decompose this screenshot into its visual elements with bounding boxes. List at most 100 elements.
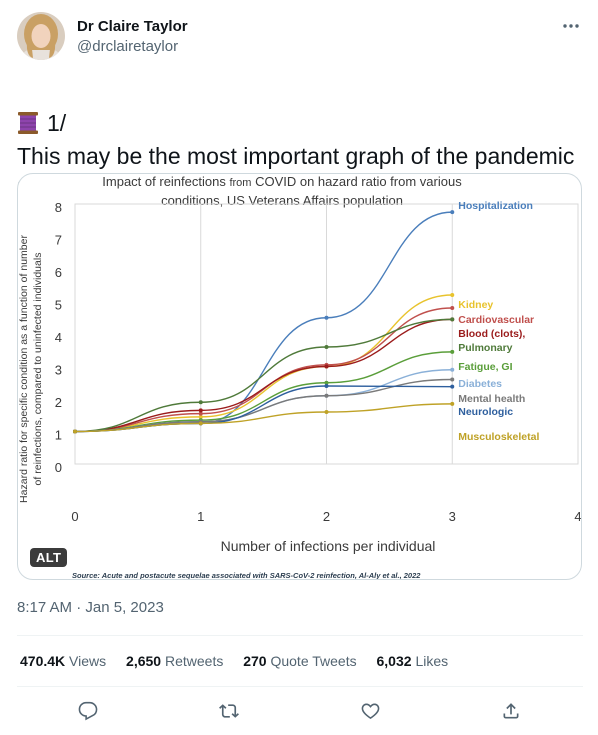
data-point	[450, 349, 455, 354]
series-label: Musculoskeletal	[458, 431, 539, 443]
spool-of-thread-icon	[17, 111, 39, 142]
series-label: Diabetes	[458, 378, 502, 390]
series-label: Fatigue, GI	[458, 361, 512, 373]
views-count: 470.4K	[20, 653, 66, 669]
series-label: Blood (clots),	[458, 328, 525, 340]
reply-icon	[78, 701, 98, 721]
tweet-stats: 470.4K Views 2,650 Retweets 270 Quote Tw…	[20, 653, 580, 669]
series-line	[74, 378, 453, 433]
y-tick-label: 1	[55, 428, 62, 443]
x-tick-label: 4	[574, 509, 581, 524]
data-point	[450, 306, 455, 310]
series-label: Hospitalization	[458, 200, 533, 212]
data-point	[450, 367, 455, 372]
y-tick-label: 3	[55, 363, 62, 378]
series-label: Pulmonary	[458, 342, 512, 354]
tweet-date[interactable]: Jan 5, 2023	[85, 599, 164, 616]
timestamp-separator: ·	[72, 599, 86, 616]
tweet-actions	[17, 697, 583, 725]
divider	[17, 635, 583, 636]
retweets-count: 2,650	[126, 653, 162, 669]
x-tick-label: 1	[197, 509, 204, 524]
series-line	[74, 351, 453, 433]
data-point	[450, 293, 455, 297]
data-point	[450, 317, 455, 322]
data-point	[198, 421, 203, 426]
y-tick-label: 7	[55, 233, 62, 248]
data-point	[198, 414, 203, 419]
series-label: Mental health	[458, 393, 525, 405]
chart-source: Source: Acute and postacute sequelae ass…	[72, 571, 421, 580]
x-tick-label: 0	[71, 509, 78, 524]
data-point	[324, 315, 329, 320]
quotes-count: 270	[243, 653, 267, 669]
quotes-label: Quote Tweets	[270, 653, 357, 669]
retweet-icon	[219, 704, 239, 718]
y-tick-label: 6	[55, 265, 62, 280]
tweet-media-chart[interactable]: Impact of reinfections from COVID on haz…	[17, 173, 582, 580]
plot-area: 0 1 2 3 4 0 1 2 3 4 5 6 7 8 Hospitalization Kidney Cardi…	[55, 200, 581, 524]
chart: Impact of reinfections from COVID on haz…	[18, 174, 581, 580]
data-point	[73, 429, 77, 434]
views-stat[interactable]: 470.4K Views	[20, 653, 106, 669]
y-tick-label: 5	[55, 298, 62, 313]
chart-title-line1: Impact of reinfections from COVID on haz…	[102, 174, 462, 189]
series-line	[74, 211, 453, 433]
more-icon	[563, 24, 579, 28]
reply-button[interactable]	[74, 697, 102, 725]
data-point	[198, 400, 203, 405]
avatar[interactable]	[17, 12, 65, 60]
tweet-time[interactable]: 8:17 AM	[17, 599, 73, 616]
x-axis-label: Number of infections per individual	[221, 538, 436, 554]
y-tick-label: 2	[55, 395, 62, 410]
series-label: Cardiovascular	[458, 314, 534, 326]
likes-stat[interactable]: 6,032 Likes	[377, 653, 449, 669]
x-tick-label: 2	[323, 509, 330, 524]
series-label: Neurologic	[458, 406, 513, 418]
thread-marker: 1/	[47, 110, 67, 136]
data-point	[324, 345, 329, 349]
y-axis-label-line2: of reinfections, compared to uninfected …	[32, 253, 44, 486]
share-button[interactable]	[497, 697, 525, 725]
tweet-header: Dr Claire Taylor @drclairetaylor	[17, 12, 583, 62]
series-line	[74, 318, 453, 433]
y-axis-label-line1: Hazard ratio for specific condition as a…	[18, 235, 30, 503]
author-name[interactable]: Dr Claire Taylor	[77, 18, 188, 35]
likes-label: Likes	[415, 653, 449, 669]
data-point	[324, 393, 329, 398]
data-point	[198, 411, 203, 416]
data-point	[450, 210, 455, 215]
series-line	[74, 403, 453, 433]
y-tick-label: 0	[55, 460, 62, 475]
more-options-button[interactable]	[559, 16, 583, 36]
data-point	[324, 384, 329, 388]
author-handle[interactable]: @drclairetaylor	[77, 38, 179, 55]
series-label: Kidney	[458, 299, 493, 311]
likes-count: 6,032	[376, 653, 412, 669]
quote-tweets-stat[interactable]: 270 Quote Tweets	[243, 653, 356, 669]
data-point	[198, 408, 203, 413]
series-line	[74, 294, 453, 433]
x-tick-label: 3	[449, 509, 456, 524]
share-icon	[503, 703, 519, 719]
data-point	[324, 380, 329, 385]
y-tick-label: 8	[55, 200, 62, 215]
y-axis-label: Hazard ratio for specific condition as a…	[18, 235, 44, 503]
views-label: Views	[69, 653, 107, 669]
data-point	[450, 401, 455, 406]
data-point	[450, 384, 455, 389]
retweets-stat[interactable]: 2,650 Retweets	[126, 653, 223, 669]
data-point	[324, 410, 329, 414]
tweet-timestamp: 8:17 AM · Jan 5, 2023	[17, 599, 164, 616]
retweet-button[interactable]	[215, 697, 243, 725]
retweets-label: Retweets	[164, 653, 224, 669]
y-tick-label: 4	[55, 330, 62, 345]
data-point	[450, 377, 455, 382]
like-button[interactable]	[356, 697, 384, 725]
data-point	[324, 364, 329, 369]
avatar-image	[17, 12, 65, 60]
alt-text-badge[interactable]: ALT	[30, 548, 68, 567]
series-line	[74, 318, 453, 433]
chart-title-line2: conditions, US Veterans Affairs populati…	[161, 193, 403, 208]
divider	[17, 686, 583, 687]
